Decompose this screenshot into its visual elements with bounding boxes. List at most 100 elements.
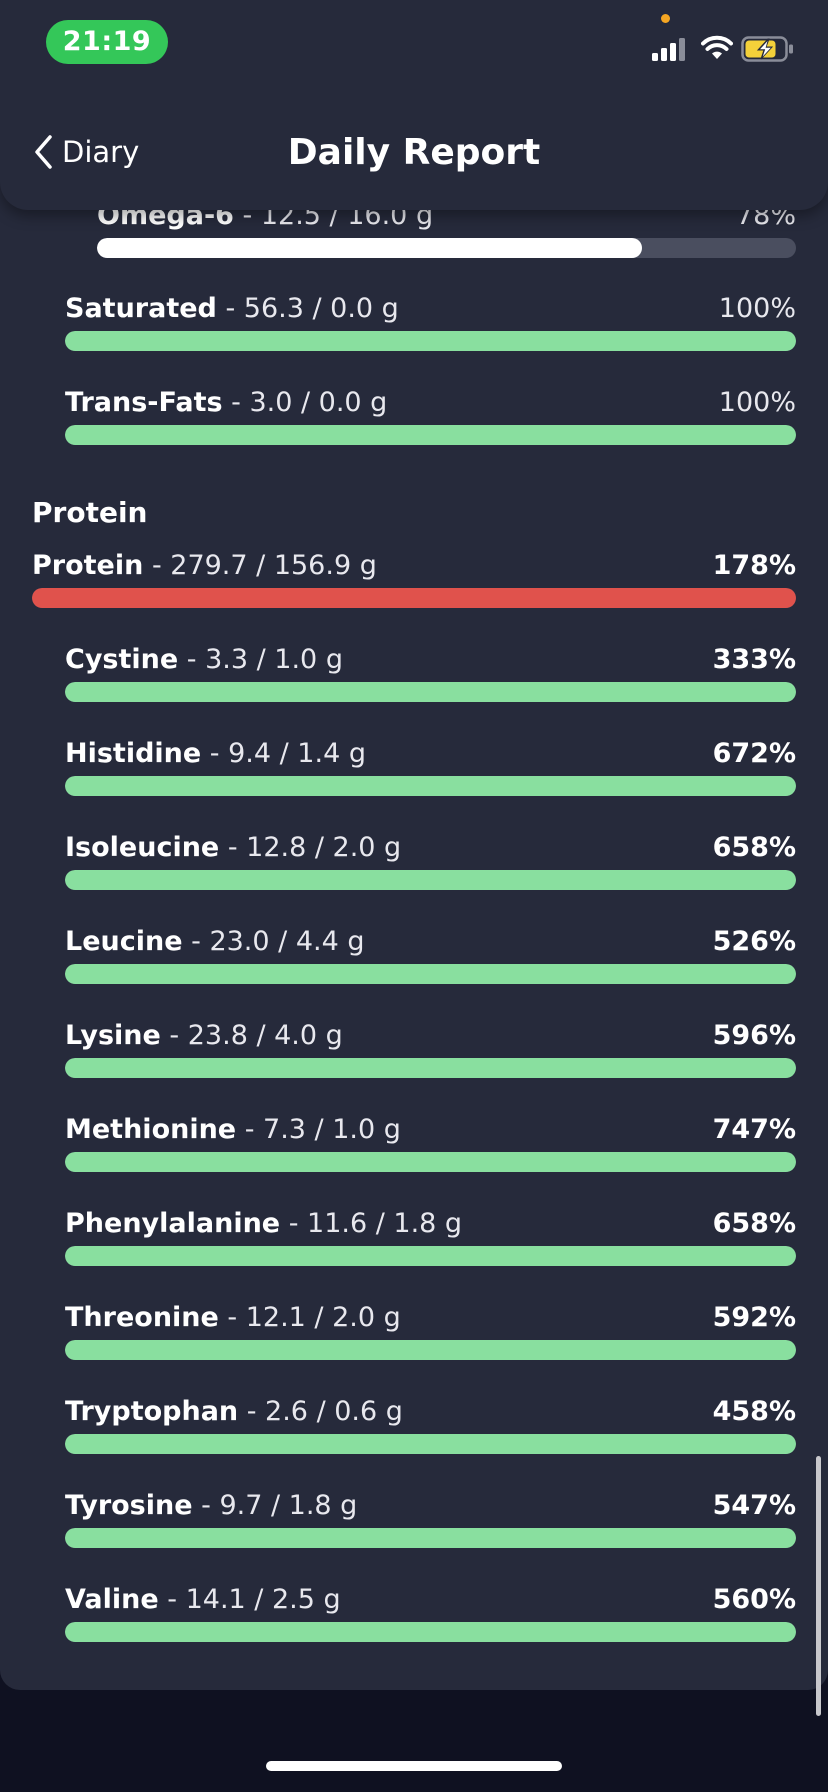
nutrient-name: Histidine xyxy=(65,738,202,769)
nutrient-percent: 526% xyxy=(712,926,796,957)
nutrient-row-cystine: Cystine - 3.3 / 1.0 g 333% xyxy=(65,644,796,704)
progress-bar xyxy=(65,682,796,702)
nutrient-name: Protein xyxy=(32,550,144,581)
progress-bar xyxy=(65,776,796,796)
progress-fill xyxy=(65,1434,796,1454)
nutrient-name: Valine xyxy=(65,1584,159,1615)
privacy-indicator-dot xyxy=(661,14,670,23)
nutrient-row-threonine: Threonine - 12.1 / 2.0 g 592% xyxy=(65,1302,796,1362)
wifi-icon xyxy=(701,35,733,59)
progress-fill xyxy=(65,870,796,890)
nutrient-row-leucine: Leucine - 23.0 / 4.4 g 526% xyxy=(65,926,796,986)
nav-bar: 21:19 Diary Daily Report xyxy=(0,0,828,210)
progress-fill xyxy=(65,1340,796,1360)
nutrient-values: - 3.0 / 0.0 g xyxy=(222,387,388,418)
progress-bar xyxy=(97,238,796,258)
cellular-signal-icon xyxy=(652,38,685,61)
progress-fill xyxy=(65,1152,796,1172)
nutrient-values: - 279.7 / 156.9 g xyxy=(143,550,377,581)
status-time: 21:19 xyxy=(46,20,168,64)
back-button[interactable]: Diary xyxy=(32,130,139,174)
progress-fill xyxy=(65,1528,796,1548)
nutrient-percent: 547% xyxy=(712,1490,796,1521)
chevron-left-icon xyxy=(35,135,52,169)
nutrient-name: Lysine xyxy=(65,1020,161,1051)
nutrient-percent: 658% xyxy=(712,832,796,863)
progress-bar xyxy=(65,964,796,984)
nutrient-values: - 3.3 / 1.0 g xyxy=(178,644,343,675)
progress-fill xyxy=(65,682,796,702)
progress-bar xyxy=(65,1058,796,1078)
nutrient-row-lysine: Lysine - 23.8 / 4.0 g 596% xyxy=(65,1020,796,1080)
nutrient-name: Saturated xyxy=(65,293,217,324)
nutrient-percent: 592% xyxy=(712,1302,796,1333)
nutrient-values: - 23.0 / 4.4 g xyxy=(182,926,365,957)
nutrient-values: - 2.6 / 0.6 g xyxy=(238,1396,403,1427)
battery-charging-icon xyxy=(741,36,793,62)
nutrient-row-tryptophan: Tryptophan - 2.6 / 0.6 g 458% xyxy=(65,1396,796,1456)
section-header-protein: Protein xyxy=(32,496,148,529)
progress-bar xyxy=(32,588,796,608)
nutrient-row-phenylalanine: Phenylalanine - 11.6 / 1.8 g 658% xyxy=(65,1208,796,1268)
report-card: Omega-6 - 12.5 / 16.0 g 78% Saturated - … xyxy=(0,0,828,1690)
nutrient-row-valine: Valine - 14.1 / 2.5 g 560% xyxy=(65,1584,796,1644)
nutrient-percent: 658% xyxy=(712,1208,796,1239)
nutrient-percent: 672% xyxy=(712,738,796,769)
nutrient-row-isoleucine: Isoleucine - 12.8 / 2.0 g 658% xyxy=(65,832,796,892)
progress-bar xyxy=(65,425,796,445)
progress-fill xyxy=(65,425,796,445)
nutrient-row-trans-fats: Trans-Fats - 3.0 / 0.0 g 100% xyxy=(65,387,796,447)
progress-bar xyxy=(65,1528,796,1548)
nutrient-values: - 9.7 / 1.8 g xyxy=(192,1490,358,1521)
nutrient-row-protein-total: Protein - 279.7 / 156.9 g 178% xyxy=(32,550,796,610)
progress-bar xyxy=(65,1434,796,1454)
nutrient-percent: 560% xyxy=(712,1584,796,1615)
home-indicator[interactable] xyxy=(266,1761,562,1771)
nutrient-name: Cystine xyxy=(65,644,179,675)
nutrient-values: - 56.3 / 0.0 g xyxy=(216,293,399,324)
nutrient-values: - 23.8 / 4.0 g xyxy=(160,1020,343,1051)
nutrient-values: - 12.8 / 2.0 g xyxy=(219,832,402,863)
nutrient-percent: 178% xyxy=(712,550,796,581)
nutrient-name: Threonine xyxy=(65,1302,219,1333)
progress-bar xyxy=(65,1340,796,1360)
progress-fill xyxy=(65,776,796,796)
progress-bar xyxy=(65,1246,796,1266)
page-title: Daily Report xyxy=(287,132,541,173)
nutrient-name: Phenylalanine xyxy=(65,1208,281,1239)
back-button-label: Diary xyxy=(62,135,140,169)
scrollbar[interactable] xyxy=(816,1456,821,1716)
nutrient-percent: 333% xyxy=(712,644,796,675)
nutrient-name: Methionine xyxy=(65,1114,237,1145)
progress-fill xyxy=(65,1246,796,1266)
progress-fill xyxy=(32,588,796,608)
nutrient-percent: 458% xyxy=(712,1396,796,1427)
progress-fill xyxy=(97,238,643,258)
nutrient-values: - 9.4 / 1.4 g xyxy=(201,738,366,769)
progress-fill xyxy=(65,1622,796,1642)
progress-fill xyxy=(65,1058,796,1078)
nutrient-name: Tyrosine xyxy=(65,1490,193,1521)
nutrient-percent: 100% xyxy=(718,293,796,324)
progress-fill xyxy=(65,964,796,984)
progress-bar xyxy=(65,1622,796,1642)
progress-bar xyxy=(65,331,796,351)
nutrient-percent: 596% xyxy=(712,1020,796,1051)
progress-bar xyxy=(65,1152,796,1172)
nutrient-name: Leucine xyxy=(65,926,183,957)
nutrient-values: - 14.1 / 2.5 g xyxy=(158,1584,341,1615)
nutrient-name: Trans-Fats xyxy=(65,387,223,418)
nutrient-row-saturated: Saturated - 56.3 / 0.0 g 100% xyxy=(65,293,796,353)
nutrient-row-methionine: Methionine - 7.3 / 1.0 g 747% xyxy=(65,1114,796,1174)
nutrient-row-histidine: Histidine - 9.4 / 1.4 g 672% xyxy=(65,738,796,798)
progress-bar xyxy=(65,870,796,890)
progress-fill xyxy=(65,331,796,351)
nutrient-percent: 747% xyxy=(712,1114,796,1145)
nutrient-name: Tryptophan xyxy=(65,1396,239,1427)
nutrient-percent: 100% xyxy=(718,387,796,418)
nutrient-values: - 7.3 / 1.0 g xyxy=(236,1114,401,1145)
nutrient-values: - 11.6 / 1.8 g xyxy=(280,1208,463,1239)
nutrient-values: - 12.1 / 2.0 g xyxy=(218,1302,401,1333)
nutrient-name: Isoleucine xyxy=(65,832,220,863)
nutrient-row-tyrosine: Tyrosine - 9.7 / 1.8 g 547% xyxy=(65,1490,796,1550)
